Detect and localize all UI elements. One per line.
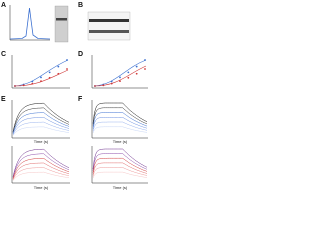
point: [135, 65, 138, 68]
x-axis-label: Time (s): [113, 185, 128, 190]
kinetic-trace: [92, 167, 148, 177]
x-axis-label: Time (s): [34, 139, 49, 144]
kinetic-trace: [92, 162, 148, 175]
chromatogram: [9, 7, 51, 40]
point: [66, 68, 68, 70]
panel-label: F: [78, 96, 83, 103]
point: [110, 82, 113, 85]
fit-curve: [13, 59, 69, 87]
point: [14, 85, 16, 87]
figure: A B C D E Time (s) Time (s) F Time (s) T…: [1, 2, 148, 190]
kinetic-trace: [12, 148, 70, 177]
blot-band: [89, 30, 129, 33]
kinetic-trace: [92, 126, 148, 134]
point: [110, 80, 113, 83]
kinetic-trace: [92, 171, 148, 179]
kinetic-trace: [92, 148, 148, 170]
blot: [87, 11, 131, 41]
point: [22, 84, 25, 87]
kinetic-trace: [12, 121, 70, 135]
kinetic-trace: [12, 126, 70, 136]
point: [144, 68, 146, 70]
kinetic-trace: [92, 157, 148, 173]
point: [119, 80, 121, 83]
point: [31, 82, 34, 85]
kinetic-trace: [92, 121, 148, 132]
point: [102, 84, 105, 87]
kinetic-trace: [12, 167, 70, 180]
point: [135, 72, 138, 75]
point: [127, 76, 130, 79]
panel-label: A: [1, 2, 6, 9]
axis: [9, 5, 50, 41]
kinetic-trace: [92, 112, 148, 128]
point: [66, 59, 68, 61]
fit-curve: [93, 59, 147, 87]
point: [31, 80, 34, 83]
panel-label: C: [1, 51, 6, 58]
gel: [54, 5, 69, 43]
kinetic-trace: [12, 102, 70, 132]
kinetic-trace: [12, 158, 70, 179]
fit-curve: [93, 65, 147, 87]
kinetic-trace: [92, 107, 148, 126]
kinetic-trace: [12, 153, 70, 178]
kinetic-trace: [92, 117, 148, 130]
panel-label: E: [1, 96, 6, 103]
axis: [11, 55, 70, 89]
point: [144, 59, 146, 61]
axis: [11, 146, 70, 184]
blot-band: [89, 19, 129, 22]
axis: [91, 55, 148, 89]
kinetic-trace: [12, 117, 70, 135]
x-axis-label: Time (s): [113, 139, 128, 144]
kinetic-trace: [12, 112, 70, 134]
gel-band: [56, 18, 67, 21]
point: [48, 71, 51, 74]
point: [57, 65, 60, 68]
kinetic-trace: [12, 162, 70, 180]
axis: [11, 100, 70, 139]
point: [119, 76, 121, 79]
axis: [91, 100, 148, 139]
kinetic-trace: [92, 153, 148, 171]
fit-curve: [13, 69, 69, 87]
point: [57, 72, 60, 75]
kinetic-trace: [92, 102, 148, 124]
axis: [91, 146, 148, 184]
panel-label: D: [78, 51, 83, 58]
kinetic-trace: [12, 171, 70, 181]
point: [127, 71, 130, 74]
panel-label: B: [78, 2, 83, 9]
kinetic-trace: [12, 107, 70, 133]
point: [40, 76, 42, 79]
point: [94, 85, 96, 87]
point: [40, 80, 42, 83]
x-axis-label: Time (s): [34, 185, 49, 190]
point: [48, 76, 51, 79]
